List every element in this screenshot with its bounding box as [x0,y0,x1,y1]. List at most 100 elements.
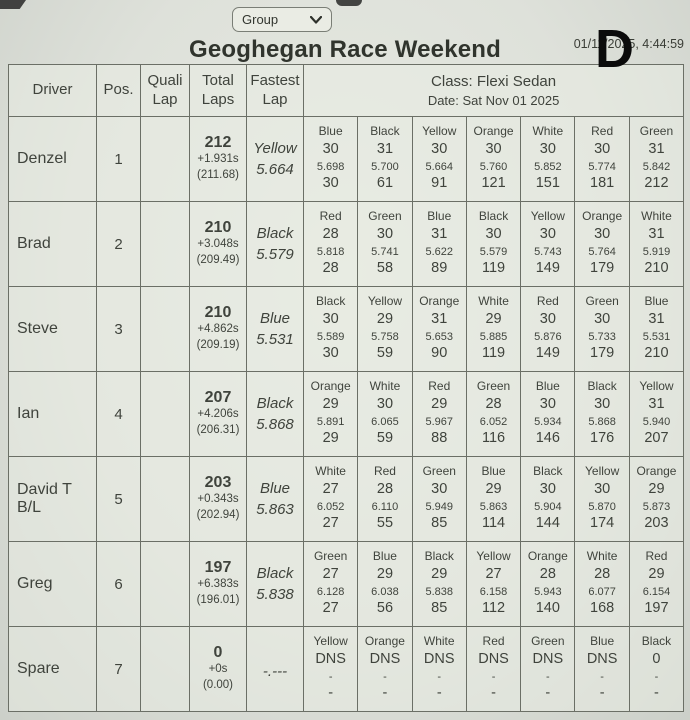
total-laps: 210 [204,304,232,322]
stint-cumulative-laps: 85 [431,514,448,531]
stint-color-name: Black [533,464,563,479]
stint-lap-count: 30 [322,311,339,328]
stint-color-name: Green [476,379,511,394]
stint-color-name: Blue [318,124,343,139]
stint-cell: Orange 30 5.764 179 [574,201,630,287]
average-laps: (206.31) [196,424,240,436]
stint-lap-count: DNS [586,651,618,668]
stint-cumulative-laps: - [328,684,334,701]
stint-cell: Red 29 6.154 197 [628,541,685,627]
stint-cumulative-laps: 181 [590,174,615,191]
stint-lap-count: 31 [431,311,448,328]
stint-cumulative-laps: 90 [431,344,448,361]
total-laps-cell: 210 +4.862s (209.19) [189,286,247,372]
stint-best-time: 5.579 [479,245,508,258]
stint-color-name: White [369,379,401,394]
driver-name-cell: Denzel [8,116,97,202]
stint-cumulative-laps: 58 [376,259,394,276]
stint-color-name: Orange [636,464,677,479]
table-row: Steve 3 210 +4.862s (209.19) Blue 5.531 Black 30… [8,286,685,372]
stint-lap-count: 30 [594,396,611,413]
driver-name: Steve [17,320,58,337]
gap-to-leader: +0s [208,663,228,676]
stint-best-time: 5.842 [642,160,671,173]
average-laps: (202.94) [196,509,240,521]
stint-cell: Black 30 5.904 144 [520,456,576,542]
stint-lap-count: 30 [594,481,611,498]
stint-best-time: 6.038 [371,585,399,598]
stint-lap-count: 28 [376,481,394,498]
stint-cell: Blue 30 5.934 146 [520,371,576,457]
stint-best-time: 5.838 [425,585,453,598]
table-row: Denzel 1 212 +1.931s (211.68) Yellow 5.664 Blue… [8,116,685,202]
fastest-lap-color: Blue [259,480,291,497]
position: 7 [114,660,123,678]
stint-cell: Green DNS - - [520,626,576,712]
total-laps: 207 [204,389,232,407]
stint-cell: Green 28 6.052 116 [465,371,522,457]
stint-color-name: Red [645,549,668,564]
stint-best-time: 5.653 [425,330,453,343]
group-select[interactable]: Group [232,7,332,32]
gap-to-leader: +3.048s [197,238,239,251]
stint-best-time: 5.868 [588,415,616,428]
stint-cell: Black 31 5.700 61 [357,116,413,202]
position: 6 [114,575,123,593]
stint-best-time: 5.664 [425,160,453,173]
position: 2 [114,235,123,253]
stint-color-name: Orange [582,209,623,224]
stint-lap-count: 30 [485,141,502,158]
stint-cumulative-laps: - [654,684,659,701]
stint-cumulative-laps: 55 [376,514,394,531]
stint-lap-count: 30 [322,141,339,158]
stint-cumulative-laps: 89 [431,259,448,276]
race-date: Date: Sat Nov 01 2025 [427,93,560,108]
stint-color-name: Orange [310,379,351,394]
stint-color-name: Green [531,634,565,649]
timestamp: 01/11/2025, 4:44:59 [573,37,684,51]
stint-cell: Blue DNS - - [574,626,630,712]
stint-cumulative-laps: 203 [644,514,669,531]
stint-color-name: Red [536,294,559,309]
stint-cell: White 30 5.852 151 [520,116,576,202]
driver-name: Greg [17,575,53,592]
stint-lap-count: 28 [594,566,611,583]
stint-lap-count: 30 [431,481,448,498]
total-laps: 210 [204,219,232,237]
stint-cell: Black 0 - - [628,626,685,712]
position: 5 [114,490,123,508]
header-row: Driver Pos. Quali Lap Total Laps Fastest… [8,64,685,117]
stint-cell: Yellow DNS - - [302,626,359,712]
stint-color-name: Yellow [530,209,565,224]
gap-to-leader: +6.383s [197,578,239,591]
fastest-lap-cell: Yellow 5.664 [246,116,304,202]
stint-cell: Black 30 5.589 30 [302,286,359,372]
stint-lap-count: 27 [485,566,502,583]
quali-lap-cell [140,116,190,202]
stint-color-name: Green [585,294,619,309]
stint-cumulative-laps: 179 [590,259,615,276]
stint-cell: Yellow 30 5.664 91 [411,116,467,202]
total-laps: 0 [213,644,223,662]
quali-lap-cell [140,626,190,712]
fastest-lap-cell: Blue 5.531 [246,286,304,372]
driver-name-cell: Steve [8,286,97,372]
stint-lap-count: 28 [485,396,502,413]
fastest-lap-time: 5.838 [256,586,294,603]
position: 4 [114,405,123,423]
stint-best-time: 6.052 [316,500,345,513]
driver-name-cell: David T B/L [8,456,97,542]
gap-to-leader: +0.343s [197,493,239,506]
stint-lap-count: 27 [322,481,339,498]
stint-lap-count: 0 [652,651,661,668]
table-row: Brad 2 210 +3.048s (209.49) Black 5.579 Red 28 5.… [8,201,685,287]
stint-cumulative-laps: 212 [644,174,669,191]
stint-lap-count: 30 [376,226,394,243]
stint-best-time: 5.967 [425,415,453,428]
stint-cell: Red 30 5.774 181 [574,116,630,202]
stint-lap-count: 29 [648,481,665,498]
stint-cumulative-laps: 119 [481,344,506,361]
stint-lap-count: DNS [423,651,455,668]
stint-color-name: Orange [419,294,460,309]
quali-lap-cell [140,286,190,372]
